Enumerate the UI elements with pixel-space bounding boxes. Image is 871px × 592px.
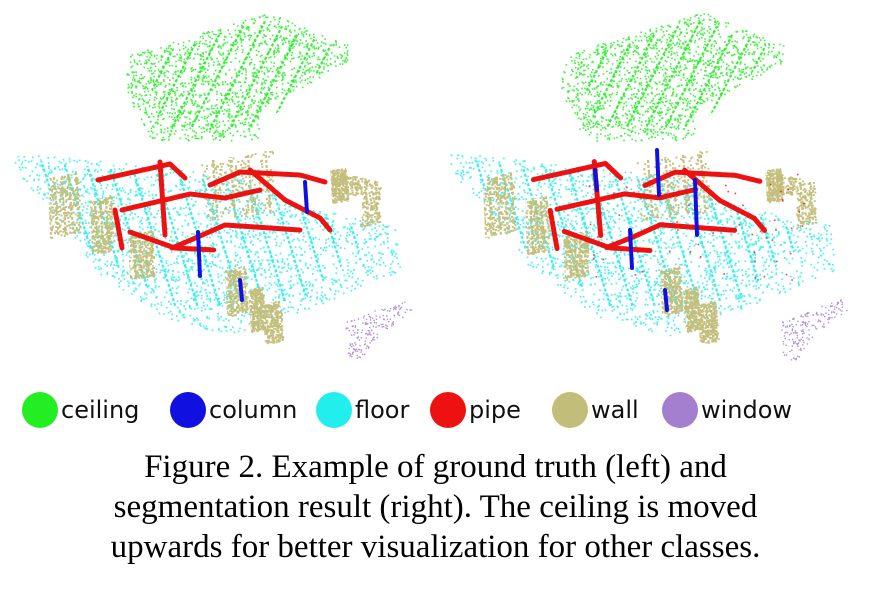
legend-label: ceiling [61, 396, 140, 424]
caption-line: upwards for better visualization for oth… [110, 529, 761, 565]
legend-label: pipe [469, 396, 521, 424]
pipe-swatch-icon [430, 392, 466, 428]
legend-label: column [209, 396, 298, 424]
legend: ceiling column floor pipe wall window [22, 388, 852, 432]
ground-truth-point-cloud [14, 14, 413, 359]
floor-swatch-icon [316, 392, 352, 428]
caption-line: segmentation result (right). The ceiling… [113, 489, 758, 525]
ceiling-swatch-icon [22, 392, 58, 428]
legend-item-ceiling: ceiling [22, 388, 139, 432]
legend-label: wall [591, 396, 639, 424]
wall-swatch-icon [552, 392, 588, 428]
legend-label: floor [355, 396, 410, 424]
legend-item-wall: wall [552, 388, 639, 432]
legend-item-pipe: pipe [430, 388, 521, 432]
window-swatch-icon [662, 392, 698, 428]
figure-caption: Figure 2. Example of ground truth (left)… [0, 447, 871, 567]
caption-line: Figure 2. Example of ground truth (left)… [144, 449, 727, 485]
segmentation-result-point-cloud [450, 13, 848, 361]
column-swatch-icon [170, 392, 206, 428]
legend-label: window [701, 396, 793, 424]
legend-item-column: column [170, 388, 297, 432]
legend-item-window: window [662, 388, 792, 432]
legend-item-floor: floor [316, 388, 409, 432]
